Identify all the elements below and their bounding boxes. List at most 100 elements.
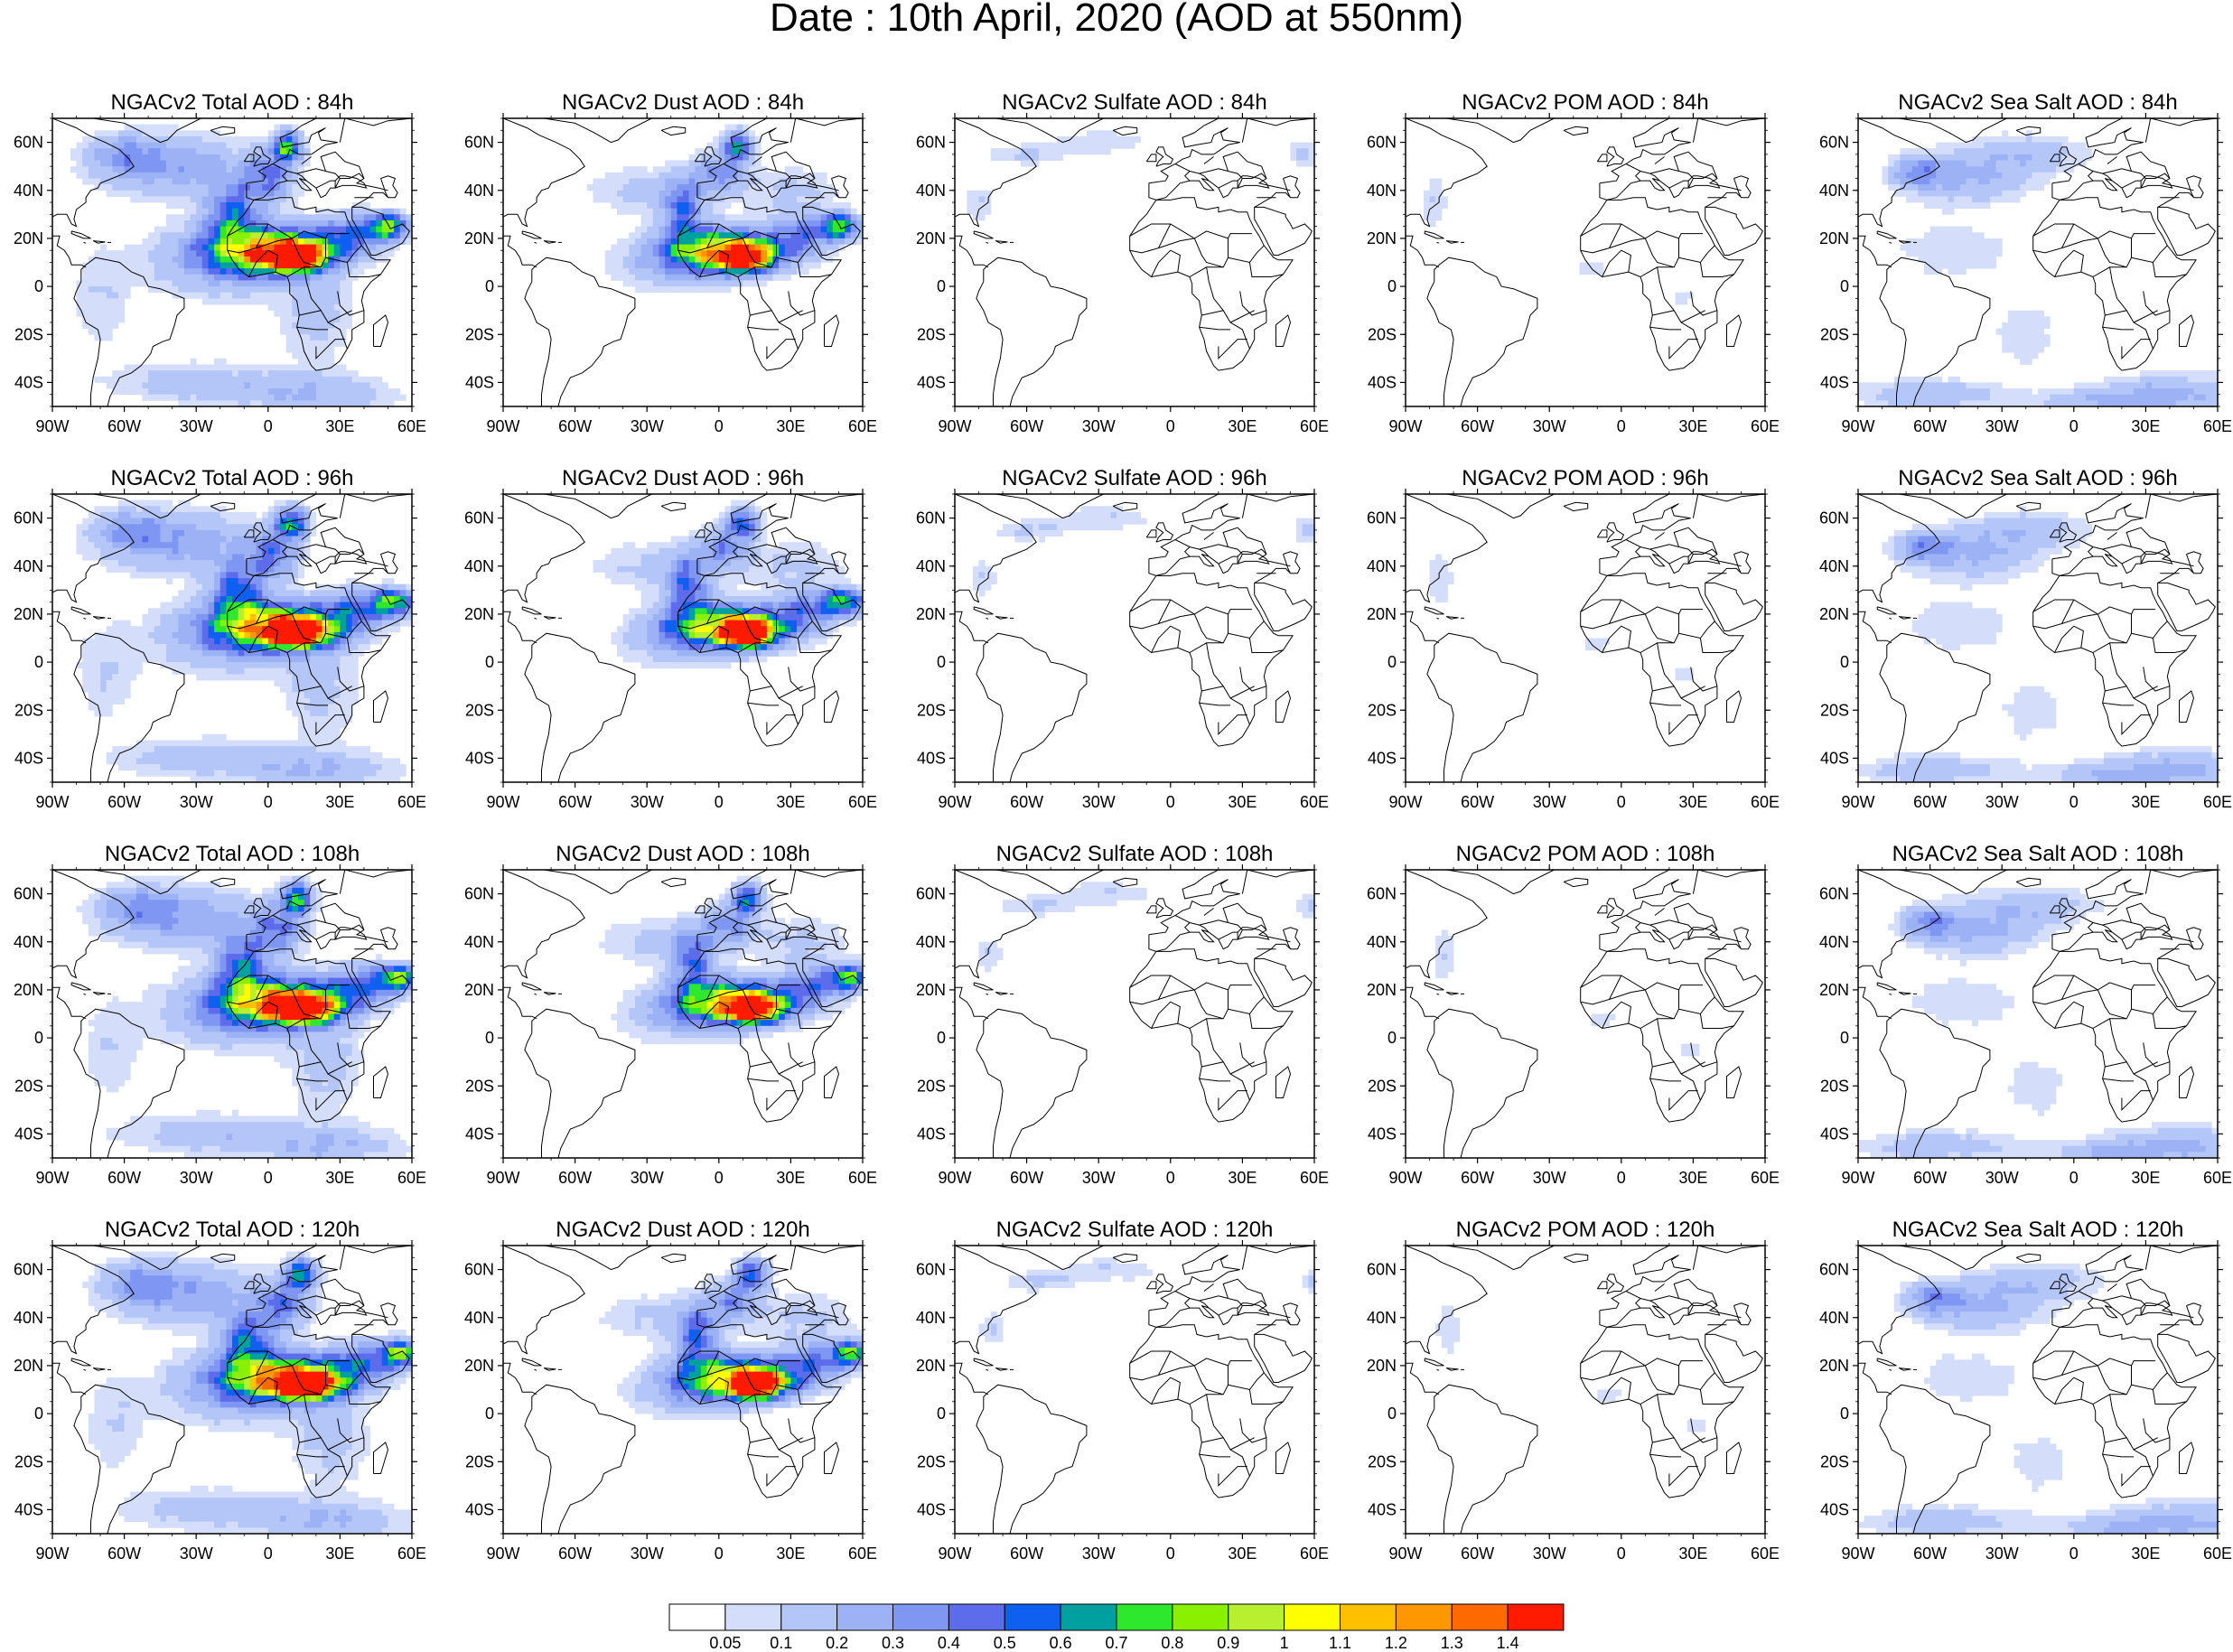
lat-tick-label: 40S (14, 1125, 43, 1143)
lat-tick-label: 20S (1820, 701, 1849, 719)
coastlines (1406, 1246, 1765, 1534)
lat-tick-label: 40S (465, 373, 494, 391)
lon-tick-label: 30W (631, 417, 664, 435)
aod-field (1406, 1246, 1765, 1534)
lat-tick-label: 60N (14, 1261, 43, 1279)
aod-field (1858, 494, 2218, 782)
lat-tick-label: 40S (917, 1500, 946, 1518)
lat-tick-label: 40N (464, 557, 494, 575)
lon-tick-label: 60W (558, 1545, 592, 1563)
lon-tick-label: 90W (1841, 1545, 1874, 1563)
lat-tick-label: 60N (14, 509, 43, 527)
map-panels-grid: NGACv2 Total AOD : 84h 60N 40N 20N 0 20S 40S 90… (14, 90, 2232, 1563)
lon-tick-label: 0 (715, 793, 724, 811)
lon-tick-label: 30W (1985, 1545, 2019, 1563)
colorbar-swatch (1228, 1603, 1285, 1631)
lon-tick-label: 30W (1985, 417, 2019, 435)
panel-title: NGACv2 Dust AOD : 120h (556, 1218, 809, 1242)
colorbar-swatch (1172, 1603, 1229, 1631)
map-panel-pom: NGACv2 POM AOD : 84h 60N 40N 20N 0 20S 40S 90W 6… (1367, 90, 1780, 435)
lat-tick-label: 40S (917, 749, 946, 767)
colorbar-label: 0.2 (826, 1634, 848, 1652)
map-panel-pom: NGACv2 POM AOD : 108h 60N 40N 20N 0 20S 40S 90W… (1367, 842, 1780, 1187)
aod-field (1858, 118, 2218, 406)
lat-tick-label: 20S (465, 1077, 494, 1095)
lat-tick-label: 40N (14, 182, 43, 200)
panel-title: NGACv2 Sea Salt AOD : 96h (1898, 466, 2177, 490)
lon-tick-label: 30E (1678, 793, 1707, 811)
lon-tick-label: 90W (1388, 1169, 1422, 1187)
lat-tick-label: 40N (916, 933, 946, 951)
lon-tick-label: 30E (2131, 417, 2160, 435)
lon-tick-label: 90W (1388, 1545, 1422, 1563)
lon-tick-label: 30E (776, 1545, 805, 1563)
lat-tick-label: 20S (1368, 1452, 1397, 1470)
lon-tick-label: 0 (1166, 1545, 1175, 1563)
lat-tick-label: 40S (1368, 749, 1397, 767)
coastlines (52, 1246, 412, 1534)
map-panel-seasalt: NGACv2 Sea Salt AOD : 120h 60N 40N 20N 0 20S 4… (1819, 1218, 2232, 1563)
lon-tick-label: 90W (938, 417, 971, 435)
lat-tick-label: 20S (1820, 1452, 1849, 1470)
lat-tick-label: 20N (916, 605, 946, 623)
lat-tick-label: 40S (1820, 373, 1849, 391)
lon-tick-label: 60E (848, 793, 877, 811)
lon-tick-label: 90W (1388, 793, 1422, 811)
lon-tick-label: 60W (1010, 1545, 1043, 1563)
lon-tick-label: 90W (486, 417, 519, 435)
colorbar-label: 1.2 (1385, 1634, 1407, 1652)
lat-tick-label: 20N (14, 605, 43, 623)
aod-field (52, 494, 412, 782)
lon-tick-label: 60W (1461, 793, 1494, 811)
coastlines (1858, 494, 2218, 782)
lon-tick-label: 60W (107, 793, 141, 811)
colorbar-swatch (1340, 1603, 1397, 1631)
lon-tick-label: 30E (776, 1169, 805, 1187)
lat-tick-label: 0 (937, 1405, 946, 1423)
aod-field (955, 494, 1314, 782)
map-panel-sulfate: NGACv2 Sulfate AOD : 120h 60N 40N 20N 0 20S 40… (916, 1218, 1329, 1563)
colorbar-label: 0.9 (1217, 1634, 1239, 1652)
lon-tick-label: 0 (2069, 1169, 2079, 1187)
lat-tick-label: 40S (14, 373, 43, 391)
lon-tick-label: 30W (1082, 417, 1116, 435)
aod-field (503, 1246, 863, 1534)
panel-title: NGACv2 Sulfate AOD : 84h (1002, 90, 1266, 115)
lon-tick-label: 30E (2131, 1169, 2160, 1187)
colorbar-label: 1 (1280, 1634, 1289, 1652)
colorbar-label: 0.5 (994, 1634, 1016, 1652)
lat-tick-label: 0 (1840, 653, 1849, 671)
lat-tick-label: 20N (1819, 229, 1849, 247)
lon-tick-label: 0 (2069, 417, 2079, 435)
lon-tick-label: 30E (1228, 417, 1257, 435)
lon-tick-label: 60W (1913, 793, 1947, 811)
map-panel-seasalt: NGACv2 Sea Salt AOD : 108h 60N 40N 20N 0 20S 4… (1819, 842, 2232, 1187)
panel-title: NGACv2 Sulfate AOD : 108h (996, 842, 1274, 866)
lat-tick-label: 20S (14, 1452, 43, 1470)
coastlines (1406, 870, 1765, 1158)
lon-tick-label: 90W (1841, 417, 1874, 435)
lat-tick-label: 0 (1387, 1029, 1397, 1047)
lon-tick-label: 30E (325, 1545, 354, 1563)
lon-tick-label: 30E (1228, 793, 1257, 811)
lon-tick-label: 90W (938, 1545, 971, 1563)
lat-tick-label: 20S (14, 325, 43, 343)
lon-tick-label: 30E (1678, 1169, 1707, 1187)
lon-tick-label: 60E (2203, 1169, 2232, 1187)
lat-tick-label: 40S (917, 1125, 946, 1143)
aod-field (1406, 494, 1765, 782)
lat-tick-label: 60N (916, 1261, 946, 1279)
aod-field (1858, 870, 2218, 1158)
lat-tick-label: 40S (1820, 1125, 1849, 1143)
lat-tick-label: 40S (917, 373, 946, 391)
lon-tick-label: 60W (107, 1545, 141, 1563)
lat-tick-label: 40S (1820, 749, 1849, 767)
lon-tick-label: 0 (1166, 793, 1175, 811)
lat-tick-label: 0 (485, 653, 494, 671)
lat-tick-label: 60N (1367, 134, 1397, 152)
colorbar-swatch (724, 1603, 782, 1631)
lat-tick-label: 40S (1820, 1500, 1849, 1518)
lat-tick-label: 0 (485, 277, 494, 295)
colorbar-label: 0.6 (1050, 1634, 1072, 1652)
